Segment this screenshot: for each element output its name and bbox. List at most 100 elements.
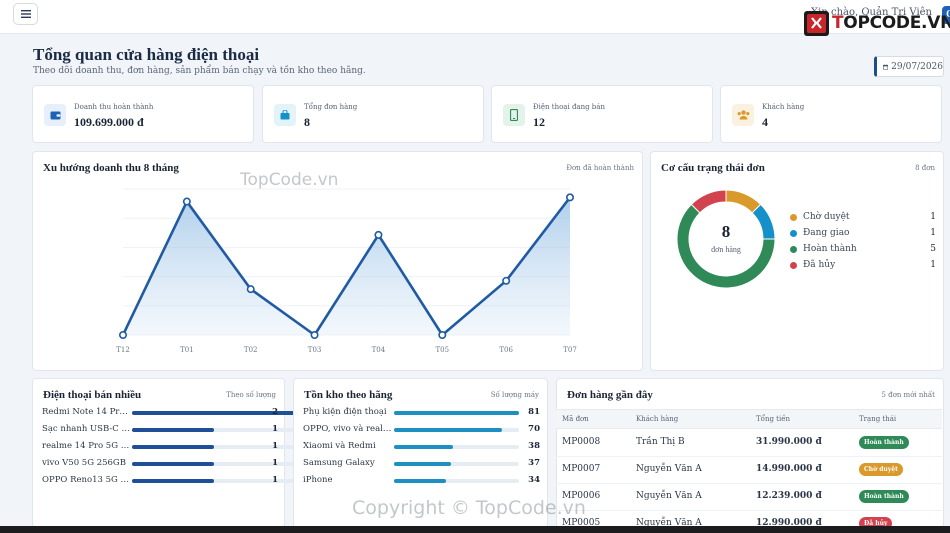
stat-value: 109.699.000 đ [74,115,144,129]
status-donut-chart [676,189,776,289]
panel-title: Xu hướng doanh thu 8 tháng [43,162,179,174]
x-tick-label: T12 [116,346,130,354]
bag-icon [280,110,290,120]
donut-slice[interactable] [690,189,727,214]
x-tick-label: T03 [308,346,322,354]
item-count: 2 [272,407,278,417]
item-name: iPhone [303,475,333,485]
stat-icon-box [732,104,754,126]
order-total: 14.990.000 đ [756,464,822,474]
bar-track [394,428,519,432]
stat-label: Điện thoại đang bán [533,103,605,111]
bar-fill [394,462,452,466]
item-count: 34 [528,475,540,485]
bar-fill [132,462,214,466]
revenue-line-chart: T12 T01 T02 T03 T04 T05 T06 T07 [116,188,577,354]
legend-item: Hoàn thành 5 [790,244,936,254]
stat-card-orders: Tổng đơn hàng 8 [262,85,484,143]
bar-list-item: Redmi Note 14 Pro ... 2 [42,407,295,419]
hamburger-icon [20,10,31,18]
bar-list-item: Phụ kiện điện thoại 81 [303,407,550,419]
status-badge: Hoàn thành [859,436,909,449]
item-name: realme 14 Pro 5G 2... [42,441,130,451]
item-name: Phụ kiện điện thoại [303,407,387,417]
stat-card-phones: Điện thoại đang bán 12 [491,85,713,143]
column-header: Tổng tiền [756,415,791,423]
table-row[interactable]: MP0008 Trần Thị B 31.990.000 đ Hoàn thành [556,430,942,457]
order-id: MP0005 [562,518,601,528]
order-total: 12.990.000 đ [756,518,822,528]
donut-center-value: 8 [721,222,731,241]
brand-logo: TOPCODE.VN [803,10,950,36]
revenue-point[interactable] [438,331,447,340]
bar-fill [132,411,295,415]
item-name: Redmi Note 14 Pro ... [42,407,130,417]
bar-fill [394,479,447,483]
donut-slice[interactable] [751,203,776,240]
stat-card-revenue: Doanh thu hoàn thành 109.699.000 đ [32,85,254,143]
bar-track [394,462,519,466]
legend-item: Đã hủy 1 [790,260,936,270]
bar-list-item: OPPO Reno13 5G 2... 1 [42,475,295,487]
legend-label: Đang giao [803,228,850,238]
bar-list-item: Samsung Galaxy 37 [303,458,550,470]
table-row[interactable]: MP0007 Nguyễn Văn A 14.990.000 đ Chờ duyệt [556,457,942,484]
date-display[interactable]: 29/07/2026 [874,56,944,77]
bar-track [132,411,295,415]
revenue-point[interactable] [565,193,574,202]
table-row[interactable]: MP0006 Nguyễn Văn A 12.239.000 đ Hoàn thành [556,484,942,511]
bar-fill [394,445,453,449]
revenue-point[interactable] [374,230,383,239]
bar-track [132,462,295,466]
revenue-point[interactable] [310,331,319,340]
revenue-series-line [121,196,572,337]
menu-toggle-button[interactable] [13,3,38,25]
bar-list-item: vivo V50 5G 256GB 1 [42,458,295,470]
x-tick-label: T05 [435,346,449,354]
legend-dot [790,213,797,221]
revenue-area-fill [123,197,570,335]
order-id: MP0006 [562,491,601,501]
stat-value: 12 [533,115,545,129]
item-count: 81 [528,407,540,417]
bar-track [394,411,519,415]
item-count: 1 [272,424,278,434]
item-count: 1 [272,475,278,485]
recent-orders-panel: Đơn hàng gần đây 5 đơn mới nhất [556,378,944,528]
orders-table-header: Mã đơn Khách hàng Tổng tiền Trạng thái [556,409,942,429]
item-count: 37 [528,458,540,468]
column-header: Mã đơn [562,415,589,423]
item-count: 38 [528,441,540,451]
stock-by-brand-panel: Tồn kho theo hãng Số lượng máy [293,378,548,528]
top-bar: Xin chào, Quản Trị Viên Q [0,0,950,34]
revenue-point[interactable] [182,197,191,206]
stat-card-customers: Khách hàng 4 [720,85,942,143]
revenue-point[interactable] [246,285,255,294]
status-badge: Hoàn thành [859,490,909,503]
greeting-text: Xin chào, Quản Trị Viên [811,7,932,18]
order-id: MP0007 [562,464,601,474]
topcode-logo-icon [804,10,829,36]
revenue-point[interactable] [119,331,128,340]
bar-track [394,479,519,483]
panel-title: Cơ cấu trạng thái đơn [661,162,765,174]
panel-title: Đơn hàng gần đây [567,389,653,401]
donut-center-label: đơn hàng [711,245,741,254]
bar-fill [394,428,503,432]
page-title: Tổng quan cửa hàng điện thoại [33,45,260,64]
column-header: Trạng thái [859,415,897,423]
legend-dot [790,229,797,237]
order-id: MP0008 [562,437,601,447]
revenue-point[interactable] [502,276,511,285]
legend-label: Đã hủy [803,260,836,270]
bar-fill [132,445,214,449]
panel-note: Theo số lượng [226,391,276,399]
legend-count: 5 [930,244,936,254]
stat-label: Tổng đơn hàng [304,103,358,111]
revenue-trend-panel: Xu hướng doanh thu 8 tháng Đơn đã hoàn t… [32,151,643,371]
panel-title: Điện thoại bán nhiều [43,389,142,401]
item-name: vivo V50 5G 256GB [42,458,126,468]
x-tick-label: T02 [244,346,258,354]
user-avatar-button[interactable]: Q [942,6,950,24]
status-badge: Chờ duyệt [859,463,903,476]
